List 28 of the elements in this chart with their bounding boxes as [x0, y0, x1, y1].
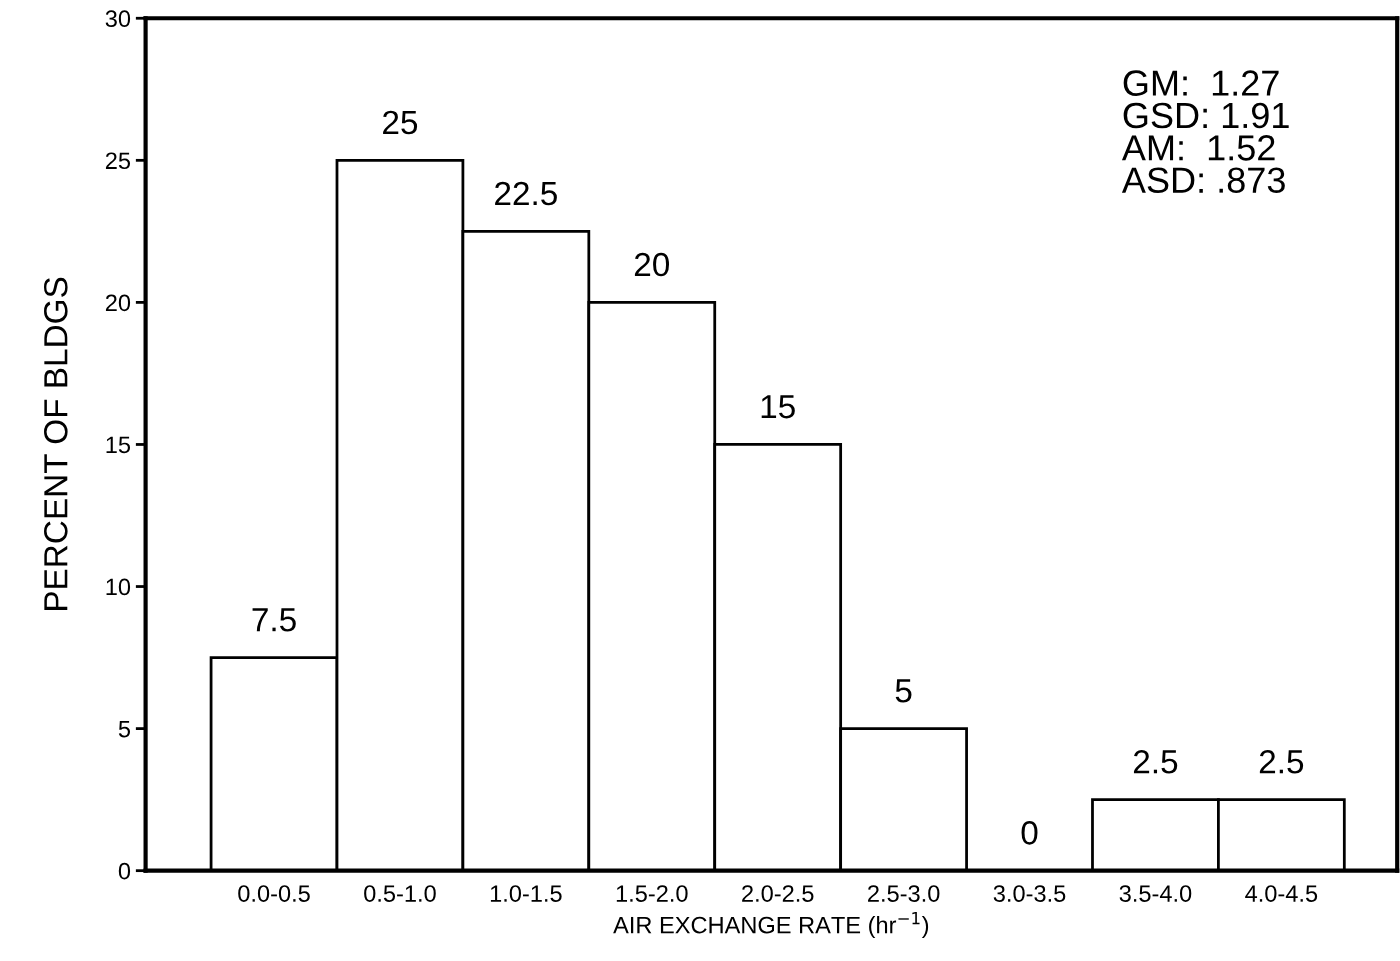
x-tick-label: 2.5-3.0: [868, 885, 940, 902]
x-tick-label: 0.0-0.5: [238, 885, 310, 902]
y-tick-label: 5: [118, 720, 131, 738]
data-label: 5: [895, 679, 912, 703]
y-tick-label: 10: [106, 578, 131, 596]
x-tick-label: 3.5-4.0: [1119, 885, 1192, 902]
y-tick-label: 20: [105, 294, 131, 312]
data-label: 20: [634, 252, 670, 277]
x-axis-title: AIR EXCHANGE RATE (hr$^{−1}$): [613, 912, 929, 939]
data-label: 7.5: [252, 608, 296, 632]
y-tick-label: 30: [105, 10, 131, 28]
annotation: GM: 1.27 GSD: 1.91 AM: 1.52 ASD: .873: [1121, 70, 1289, 193]
data-label: 25: [383, 110, 418, 135]
x-tick-label: 4.0-4.5: [1245, 885, 1318, 902]
x-tick-label: 2.0-2.5: [742, 885, 814, 902]
data-label: 2.5: [1133, 749, 1178, 774]
y-tick-label: 15: [106, 436, 131, 454]
y-tick-label: 25: [105, 152, 131, 170]
x-tick-label: 0.5-1.0: [364, 885, 436, 902]
y-tick-label: 0: [118, 862, 131, 880]
y-axis-title: PERCENT OF BLDGS: [44, 277, 68, 610]
data-label: 2.5: [1259, 749, 1304, 774]
x-tick-label: 1.5-2.0: [616, 885, 688, 902]
x-tick-label: 1.0-1.5: [490, 885, 562, 902]
x-tick-label: 3.0-3.5: [993, 885, 1066, 902]
data-label: 15: [761, 395, 795, 419]
data-label: 22.5: [495, 181, 557, 206]
data-label: 0: [1021, 821, 1038, 845]
